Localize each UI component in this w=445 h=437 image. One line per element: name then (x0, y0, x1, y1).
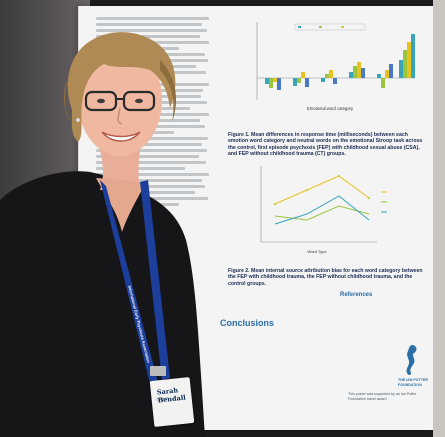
conclusions-heading: Conclusions (220, 318, 275, 328)
badge-name: Sarah Bendall (156, 386, 187, 405)
figure-1-caption: Figure 1. Mean differences in response t… (228, 132, 423, 157)
chart1-bars (265, 34, 415, 90)
chart2-xlabel: Word Type (307, 249, 327, 254)
line-chart-figure-2: Word Type (247, 162, 413, 257)
seahorse-logo-icon (406, 345, 417, 375)
support-note: This poster was supported by an Ian Pott… (348, 392, 417, 401)
foundation-logo-text: THE IAN POTTER FOUNDATION (398, 378, 428, 387)
name-badge: Sarah Bendall Orygen (149, 377, 195, 427)
figure-2-caption: Figure 2. Mean internal source attributi… (228, 268, 423, 287)
bar-chart-figure-1: Emotional word category (235, 16, 420, 116)
chart1-xlabel: Emotional word category (307, 106, 354, 111)
references-heading: References (340, 292, 373, 298)
background-wall-right (433, 0, 445, 437)
